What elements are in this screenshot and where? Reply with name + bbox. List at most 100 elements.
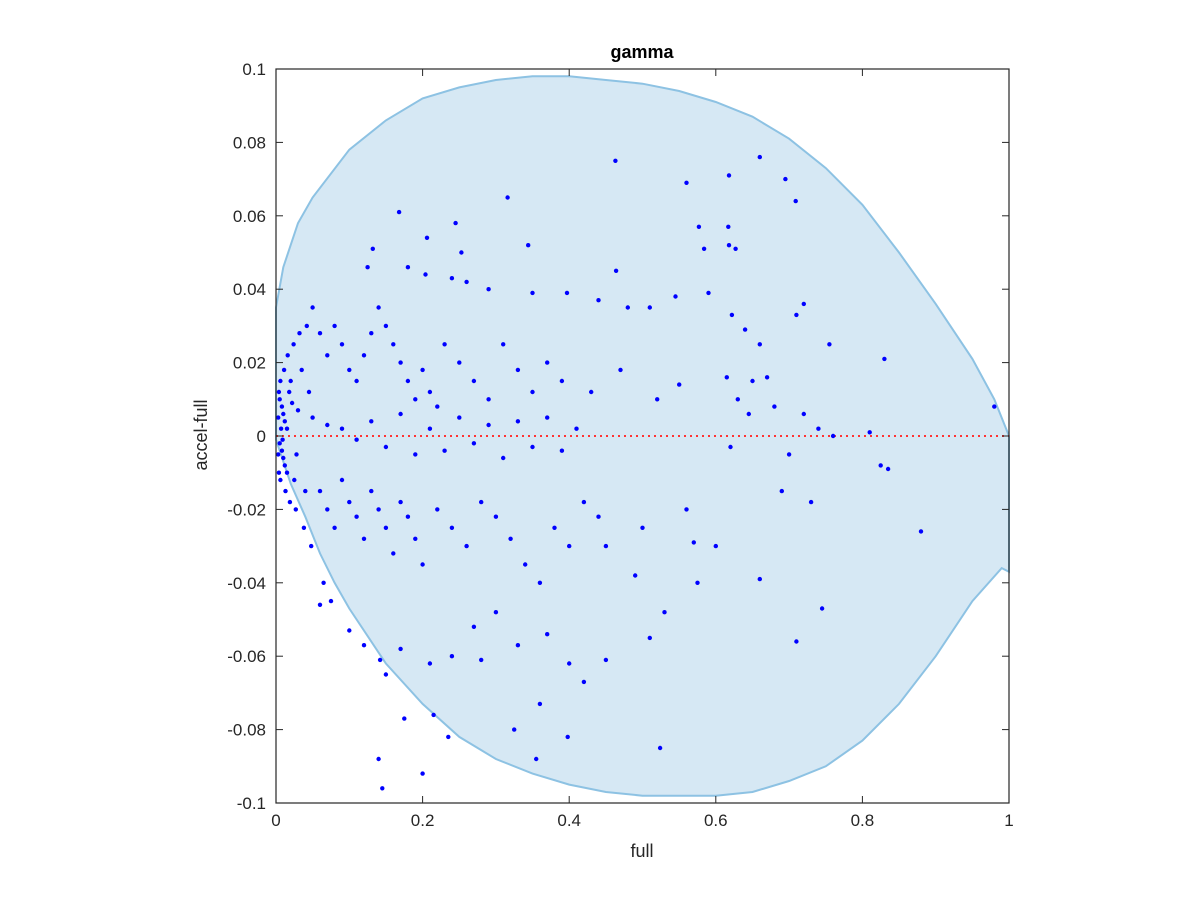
data-point bbox=[757, 154, 762, 160]
data-point bbox=[287, 389, 292, 395]
data-point bbox=[581, 679, 587, 685]
data-point bbox=[479, 657, 484, 663]
data-point bbox=[295, 408, 301, 413]
data-point bbox=[299, 367, 304, 373]
data-point bbox=[310, 305, 315, 310]
data-point bbox=[567, 543, 572, 549]
data-point bbox=[365, 265, 370, 270]
data-point bbox=[339, 477, 345, 483]
data-point bbox=[565, 734, 570, 740]
data-point bbox=[733, 246, 738, 251]
data-point bbox=[317, 488, 323, 494]
data-point bbox=[277, 397, 282, 402]
data-point bbox=[537, 701, 543, 707]
data-point bbox=[706, 290, 711, 296]
data-point bbox=[779, 488, 784, 494]
data-point bbox=[332, 525, 337, 530]
data-point bbox=[420, 367, 425, 373]
data-point bbox=[819, 606, 825, 611]
x-tick-label: 0.6 bbox=[704, 811, 728, 830]
x-tick-label: 0 bbox=[271, 811, 280, 830]
data-point bbox=[830, 433, 836, 439]
data-point bbox=[695, 580, 700, 585]
y-tick-label: -0.1 bbox=[237, 794, 266, 813]
data-point bbox=[376, 507, 381, 512]
data-point bbox=[728, 444, 733, 450]
data-point bbox=[391, 551, 396, 556]
data-point bbox=[285, 353, 290, 358]
data-point bbox=[508, 536, 513, 541]
data-point bbox=[276, 470, 282, 475]
data-point bbox=[764, 375, 770, 380]
data-point bbox=[427, 389, 433, 395]
y-tick-label: -0.02 bbox=[227, 500, 266, 519]
data-point bbox=[276, 389, 282, 395]
data-point bbox=[276, 415, 281, 420]
data-point bbox=[278, 477, 283, 483]
data-point bbox=[420, 771, 425, 776]
data-point bbox=[530, 389, 535, 395]
data-point bbox=[746, 411, 751, 417]
y-tick-label: 0.02 bbox=[233, 354, 266, 373]
data-point bbox=[464, 279, 469, 285]
data-point bbox=[726, 243, 732, 248]
data-point bbox=[545, 632, 550, 637]
data-point bbox=[801, 411, 806, 417]
data-point bbox=[701, 246, 707, 251]
data-point bbox=[827, 342, 832, 347]
data-point bbox=[435, 507, 440, 512]
data-point bbox=[282, 419, 287, 424]
data-point bbox=[280, 437, 285, 442]
data-point bbox=[321, 580, 326, 585]
data-point bbox=[545, 360, 550, 365]
data-point bbox=[288, 378, 293, 384]
data-point bbox=[530, 290, 535, 296]
data-point bbox=[552, 525, 557, 530]
data-point bbox=[354, 437, 359, 442]
data-point bbox=[757, 342, 762, 347]
data-point bbox=[301, 525, 307, 530]
x-axis-ticks: 0 0.2 0.4 0.6 0.8 1 bbox=[271, 69, 1014, 830]
data-point bbox=[625, 305, 630, 310]
data-point bbox=[442, 342, 447, 347]
data-point bbox=[816, 426, 821, 431]
data-point bbox=[545, 415, 550, 420]
data-point bbox=[501, 342, 506, 347]
data-point bbox=[279, 448, 285, 453]
data-point bbox=[735, 397, 740, 402]
data-point bbox=[684, 507, 689, 512]
data-point bbox=[596, 514, 601, 519]
data-point bbox=[449, 276, 455, 281]
data-point bbox=[559, 448, 565, 453]
x-tick-label: 0.8 bbox=[851, 811, 875, 830]
data-point bbox=[361, 353, 367, 358]
data-point bbox=[303, 488, 308, 494]
data-point bbox=[684, 180, 689, 185]
data-point bbox=[297, 331, 302, 336]
data-point bbox=[618, 367, 623, 373]
data-point bbox=[284, 470, 290, 475]
data-point bbox=[505, 195, 510, 200]
data-point bbox=[423, 272, 428, 277]
data-point bbox=[493, 514, 499, 519]
data-point bbox=[501, 455, 506, 461]
data-point bbox=[277, 441, 282, 446]
data-point bbox=[471, 441, 477, 446]
data-point bbox=[696, 224, 702, 229]
data-point bbox=[757, 576, 762, 582]
data-point bbox=[596, 298, 601, 303]
data-point bbox=[424, 235, 430, 240]
data-point bbox=[486, 287, 491, 292]
data-point bbox=[442, 448, 447, 453]
data-point bbox=[289, 400, 295, 406]
data-point bbox=[603, 657, 609, 663]
data-point bbox=[402, 716, 407, 721]
data-point bbox=[726, 173, 732, 178]
data-point bbox=[589, 389, 594, 395]
data-point bbox=[281, 455, 286, 461]
data-point bbox=[369, 419, 374, 424]
data-point bbox=[515, 419, 521, 424]
x-tick-label: 0.2 bbox=[411, 811, 435, 830]
y-tick-label: 0.06 bbox=[233, 207, 266, 226]
data-point bbox=[293, 507, 298, 512]
